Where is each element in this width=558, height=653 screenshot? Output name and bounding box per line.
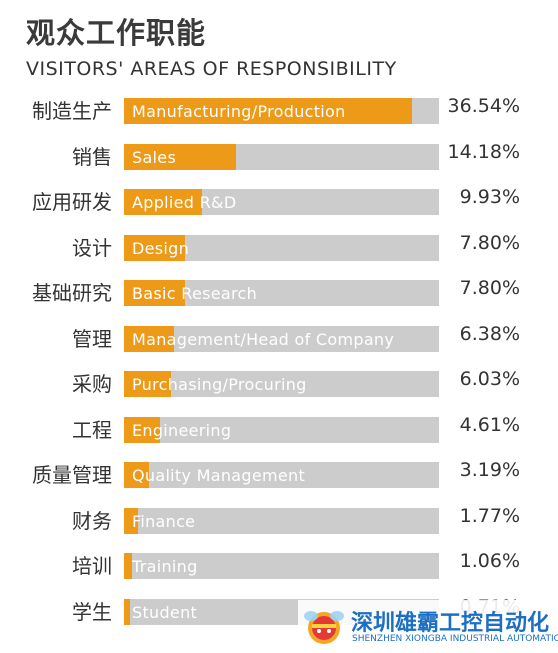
- bar: [124, 234, 185, 261]
- bee-mascot-icon: [304, 611, 344, 644]
- category-label-en: Design: [132, 238, 190, 258]
- bar-row: 质量管理 Quality Management 3.19%: [0, 451, 558, 495]
- category-label-en: Quality Management: [132, 466, 306, 485]
- bar-row: 培训 Training 1.06%: [0, 542, 558, 586]
- bar-track: Finance: [124, 507, 439, 534]
- category-label-en: Basic Research: [132, 284, 258, 303]
- bar: [124, 416, 160, 443]
- bar-row: 销售 Sales 14.18%: [0, 133, 558, 177]
- value-label: 7.80%: [459, 277, 520, 299]
- bar: [124, 98, 412, 124]
- bar-row: 采购 Purchasing/Procuring 6.03%: [0, 360, 558, 404]
- bar-track: Engineering: [124, 416, 439, 443]
- category-label-zh: 学生: [72, 599, 112, 624]
- bar-row: 财务 Finance 1.77%: [0, 497, 558, 541]
- category-label-en: Engineering: [132, 420, 232, 440]
- bar: [124, 507, 138, 534]
- bar-track: Manufacturing/Production: [124, 98, 439, 124]
- watermark-company-cn: 深圳雄霸工控自动化: [351, 611, 550, 636]
- bar-row: 管理 Management/Head of Company 6.38%: [0, 315, 558, 359]
- bar: [124, 143, 236, 170]
- watermark-company-en: SHENZHEN XIONGBA INDUSTRIAL AUTOMATION: [352, 634, 558, 644]
- bar-track: Applied R&D: [124, 189, 439, 215]
- bar-row: 设计 Design 7.80%: [0, 224, 558, 268]
- category-label-zh: 制造生产: [32, 99, 112, 123]
- category-label-zh: 工程: [72, 417, 112, 442]
- bar-track: Purchasing/Procuring: [124, 371, 439, 397]
- chart-title: 观众工作职能: [26, 16, 207, 50]
- bar: [124, 462, 149, 488]
- bar-track: Management/Head of Company: [124, 325, 439, 352]
- value-label: 6.38%: [459, 322, 520, 345]
- bar: [124, 325, 174, 352]
- bar: [124, 598, 130, 625]
- category-label-zh: 质量管理: [32, 463, 112, 487]
- watermark: 深圳雄霸工控自动化 SHENZHEN XIONGBA INDUSTRIAL AU…: [298, 600, 558, 653]
- bar-row: 应用研发 Applied R&D 9.93%: [0, 178, 558, 222]
- category-label-zh: 设计: [72, 235, 112, 260]
- category-label-zh: 财务: [72, 508, 112, 533]
- chart-subtitle: VISITORS' AREAS OF RESPONSIBILITY: [26, 58, 397, 80]
- bar-track: Sales: [124, 143, 439, 170]
- category-label-zh: 管理: [72, 326, 112, 351]
- category-label-en: Applied R&D: [132, 193, 237, 212]
- category-label-en: Student: [132, 602, 198, 622]
- value-label: 6.03%: [459, 368, 520, 390]
- bar-track: Design: [124, 234, 439, 261]
- bar-track: Basic Research: [124, 280, 439, 306]
- value-label: 7.80%: [459, 231, 520, 254]
- value-label: 9.93%: [459, 186, 520, 208]
- category-label-en: Management/Head of Company: [132, 329, 395, 349]
- category-label-zh: 基础研究: [32, 281, 112, 305]
- bar: [124, 553, 132, 579]
- bar-track: Training: [124, 553, 439, 579]
- bar-row: 制造生产 Manufacturing/Production 36.54%: [0, 87, 558, 131]
- category-label-zh: 销售: [72, 144, 112, 169]
- value-label: 14.18%: [447, 140, 520, 163]
- value-label: 3.19%: [459, 459, 520, 481]
- category-label-en: Purchasing/Procuring: [132, 375, 307, 394]
- category-label-en: Manufacturing/Production: [132, 102, 346, 121]
- value-label: 4.61%: [459, 413, 520, 436]
- bar: [124, 280, 185, 306]
- bar-track: Quality Management: [124, 462, 439, 488]
- category-label-zh: 采购: [72, 372, 112, 396]
- bar-row: 基础研究 Basic Research 7.80%: [0, 269, 558, 313]
- category-label-en: Training: [132, 557, 198, 576]
- bar: [124, 371, 171, 397]
- bar-row: 工程 Engineering 4.61%: [0, 406, 558, 450]
- value-label: 1.77%: [459, 504, 520, 527]
- category-label-zh: 培训: [72, 554, 112, 578]
- category-label-en: Finance: [132, 511, 196, 531]
- value-label: 36.54%: [447, 95, 520, 117]
- category-label-en: Sales: [132, 147, 177, 167]
- value-label: 1.06%: [459, 550, 520, 572]
- bar: [124, 189, 202, 215]
- category-label-zh: 应用研发: [32, 190, 112, 214]
